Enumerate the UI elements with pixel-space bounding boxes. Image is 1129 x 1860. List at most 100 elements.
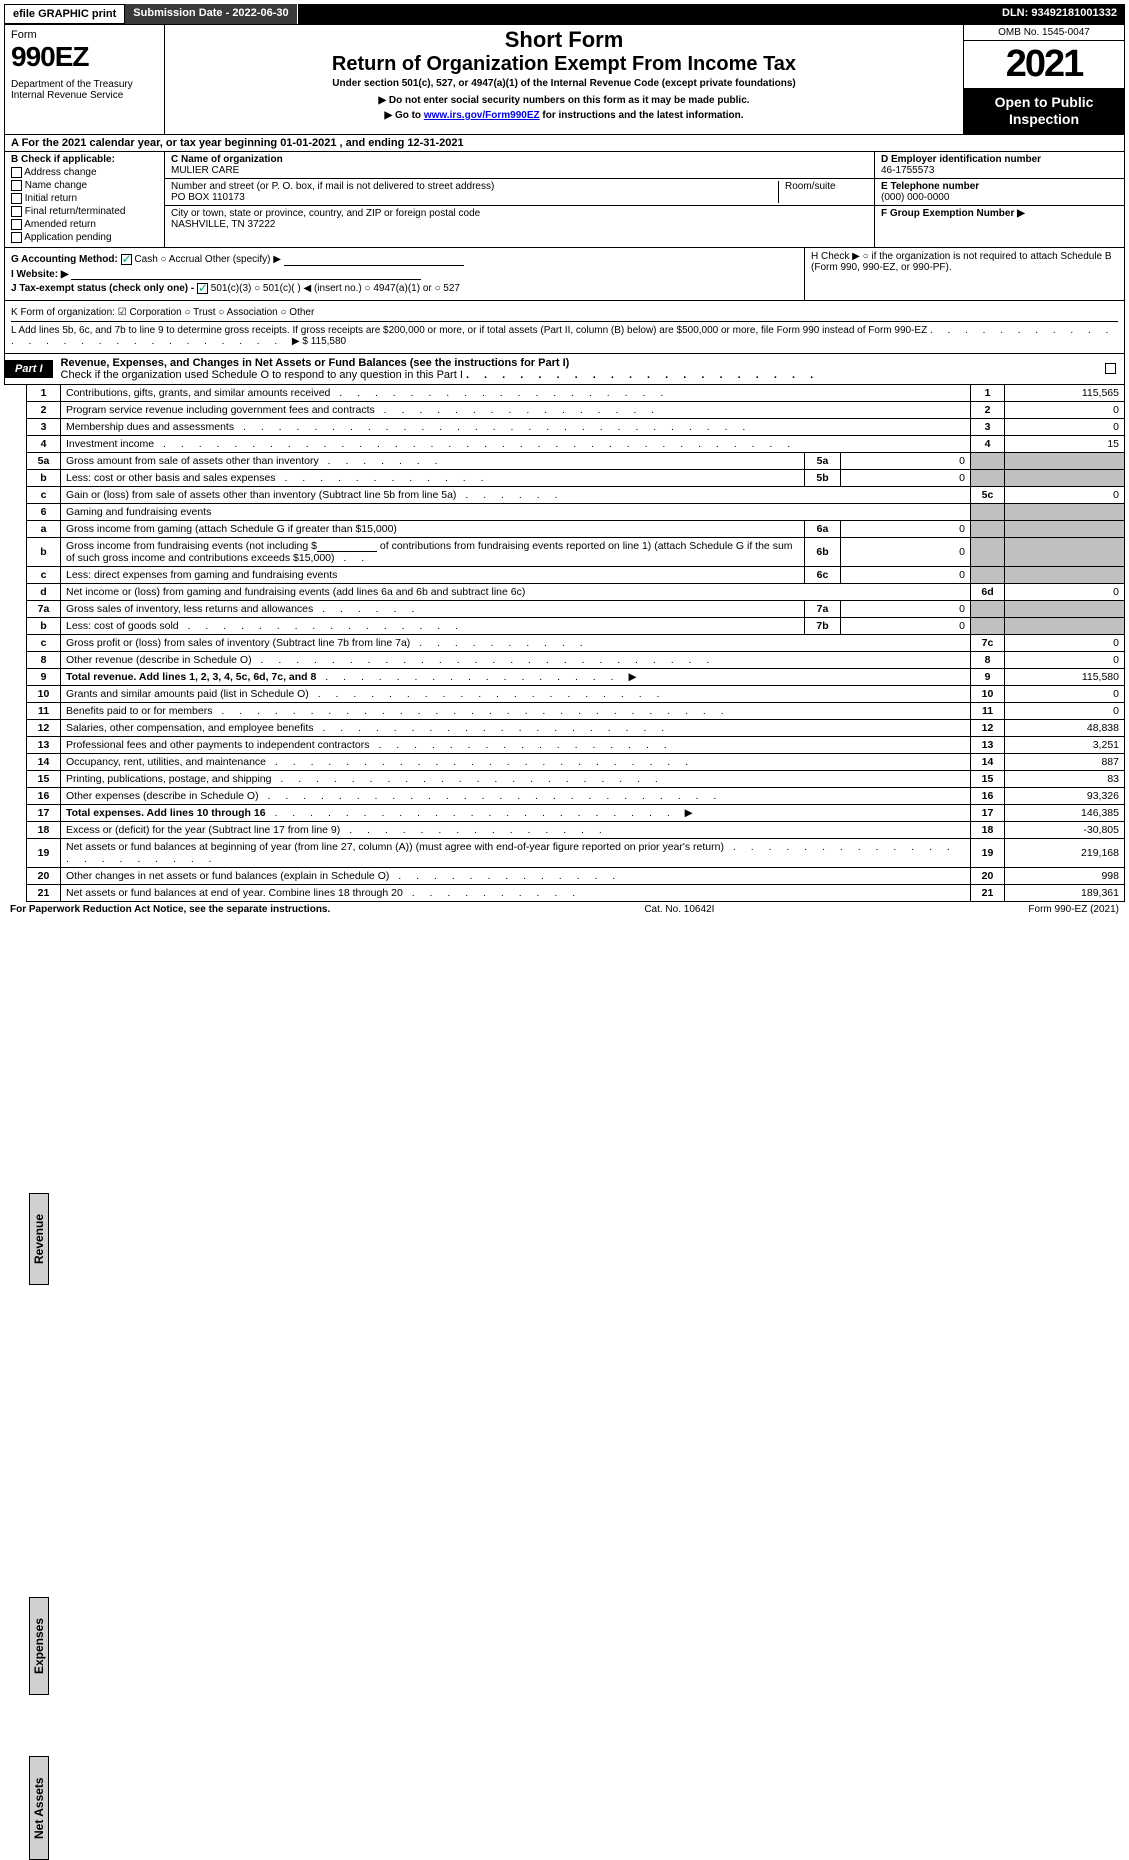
irs-link[interactable]: www.irs.gov/Form990EZ: [424, 110, 540, 121]
b-label: B Check if applicable:: [11, 154, 158, 165]
line-9: 9Total revenue. Add lines 1, 2, 3, 4, 5c…: [27, 668, 1125, 685]
line-20: 20Other changes in net assets or fund ba…: [27, 867, 1125, 884]
opt-name-change[interactable]: Name change: [11, 180, 158, 191]
net-assets-side-tab: Net Assets: [29, 1756, 49, 1860]
501c3-checkbox[interactable]: [197, 283, 208, 294]
line-g: G Accounting Method: Cash ○ Accrual Othe…: [11, 254, 798, 265]
col-c-org-info: C Name of organization MULIER CARE Numbe…: [165, 152, 874, 248]
room-suite-label: Room/suite: [785, 181, 836, 192]
i-label: I Website: ▶: [11, 269, 69, 280]
line-13: 13Professional fees and other payments t…: [27, 736, 1125, 753]
col-d-identifiers: D Employer identification number 46-1755…: [874, 152, 1124, 248]
line-a-tax-year: A For the 2021 calendar year, or tax yea…: [4, 135, 1125, 152]
l-gross-receipts: ▶ $ 115,580: [292, 336, 346, 347]
line-5c: cGain or (loss) from sale of assets othe…: [27, 486, 1125, 503]
part-i-title: Revenue, Expenses, and Changes in Net As…: [61, 357, 570, 369]
opt-initial-return-label: Initial return: [25, 193, 77, 204]
part-i-tag: Part I: [5, 360, 53, 378]
line-6c: cLess: direct expenses from gaming and f…: [27, 566, 1125, 583]
paperwork-notice: For Paperwork Reduction Act Notice, see …: [10, 904, 330, 915]
line-7a: 7aGross sales of inventory, less returns…: [27, 600, 1125, 617]
line-8: 8Other revenue (describe in Schedule O) …: [27, 651, 1125, 668]
line-14: 14Occupancy, rent, utilities, and mainte…: [27, 753, 1125, 770]
submission-date: Submission Date - 2022-06-30: [125, 4, 297, 24]
top-bar: efile GRAPHIC print Submission Date - 20…: [4, 4, 1125, 24]
schedule-o-checkbox[interactable]: [1105, 363, 1116, 374]
line-11: 11Benefits paid to or for members . . . …: [27, 702, 1125, 719]
cash-checkbox[interactable]: [121, 254, 132, 265]
line-6d: dNet income or (loss) from gaming and fu…: [27, 583, 1125, 600]
department-label: Department of the Treasury Internal Reve…: [11, 79, 158, 101]
line-6: 6Gaming and fundraising events: [27, 503, 1125, 520]
under-section-text: Under section 501(c), 527, or 4947(a)(1)…: [171, 78, 957, 89]
org-name: MULIER CARE: [171, 165, 239, 176]
catalog-number: Cat. No. 10642I: [644, 904, 714, 915]
opt-application-pending-label: Application pending: [24, 232, 111, 243]
opt-address-change[interactable]: Address change: [11, 167, 158, 178]
form-footer-label: Form 990-EZ (2021): [1028, 904, 1119, 915]
opt-final-return-label: Final return/terminated: [25, 206, 126, 217]
opt-final-return[interactable]: Final return/terminated: [11, 206, 158, 217]
line-5b: bLess: cost or other basis and sales exp…: [27, 469, 1125, 486]
section-kl: K Form of organization: ☑ Corporation ○ …: [4, 301, 1125, 354]
page-footer: For Paperwork Reduction Act Notice, see …: [4, 902, 1125, 917]
form-number: 990EZ: [11, 41, 158, 73]
goto-prefix: ▶ Go to: [384, 110, 423, 121]
street-label: Number and street (or P. O. box, if mail…: [171, 181, 494, 192]
opt-initial-return[interactable]: Initial return: [11, 193, 158, 204]
telephone-label: E Telephone number: [881, 181, 979, 192]
line-i: I Website: ▶: [11, 269, 798, 280]
part-i-header: Part I Revenue, Expenses, and Changes in…: [4, 354, 1125, 385]
short-form-title: Short Form: [171, 27, 957, 53]
line-17: 17Total expenses. Add lines 10 through 1…: [27, 804, 1125, 821]
line-7b: bLess: cost of goods sold . . . . . . . …: [27, 617, 1125, 634]
line-1: 1Contributions, gifts, grants, and simil…: [27, 385, 1125, 402]
line-6a: aGross income from gaming (attach Schedu…: [27, 520, 1125, 537]
efile-print-button[interactable]: efile GRAPHIC print: [4, 4, 125, 24]
line-21: 21Net assets or fund balances at end of …: [27, 884, 1125, 901]
line-h: H Check ▶ ○ if the organization is not r…: [804, 248, 1124, 299]
line-19: 19Net assets or fund balances at beginni…: [27, 838, 1125, 867]
tax-year: 2021: [964, 41, 1124, 88]
open-to-public: Open to Public Inspection: [964, 88, 1124, 134]
instructions-link-line: ▶ Go to www.irs.gov/Form990EZ for instru…: [171, 110, 957, 121]
col-b-checkboxes: B Check if applicable: Address change Na…: [5, 152, 165, 248]
return-title: Return of Organization Exempt From Incom…: [171, 53, 957, 76]
ein-label: D Employer identification number: [881, 154, 1041, 165]
line-18: 18Excess or (deficit) for the year (Subt…: [27, 821, 1125, 838]
line-10: 10Grants and similar amounts paid (list …: [27, 685, 1125, 702]
line-3: 3Membership dues and assessments . . . .…: [27, 418, 1125, 435]
form-label: Form: [11, 29, 158, 41]
city-value: NASHVILLE, TN 37222: [171, 219, 275, 230]
line-l: L Add lines 5b, 6c, and 7b to line 9 to …: [11, 325, 1118, 347]
g-options: Cash ○ Accrual Other (specify) ▶: [134, 255, 281, 266]
line-6b: bGross income from fundraising events (n…: [27, 537, 1125, 566]
street-value: PO BOX 110173: [171, 192, 245, 203]
goto-suffix: for instructions and the latest informat…: [542, 110, 743, 121]
l-text: L Add lines 5b, 6c, and 7b to line 9 to …: [11, 325, 927, 336]
expenses-side-tab: Expenses: [29, 1597, 49, 1695]
website-blank[interactable]: [71, 269, 421, 280]
omb-number: OMB No. 1545-0047: [964, 25, 1124, 41]
lines-table: 1Contributions, gifts, grants, and simil…: [26, 385, 1125, 902]
line-4: 4Investment income . . . . . . . . . . .…: [27, 435, 1125, 452]
j-label: J Tax-exempt status (check only one) -: [11, 283, 197, 294]
dln-label: DLN: 93492181001332: [994, 4, 1125, 24]
ssn-warning: ▶ Do not enter social security numbers o…: [171, 95, 957, 106]
line-2: 2Program service revenue including gover…: [27, 401, 1125, 418]
other-specify-blank[interactable]: [284, 255, 464, 266]
part-i-check-text: Check if the organization used Schedule …: [61, 369, 463, 381]
city-label: City or town, state or province, country…: [171, 208, 480, 219]
section-bcd: B Check if applicable: Address change Na…: [4, 152, 1125, 249]
line-16: 16Other expenses (describe in Schedule O…: [27, 787, 1125, 804]
opt-name-change-label: Name change: [25, 180, 87, 191]
form-header: Form 990EZ Department of the Treasury In…: [4, 24, 1125, 135]
line-5a: 5aGross amount from sale of assets other…: [27, 452, 1125, 469]
opt-amended-return[interactable]: Amended return: [11, 219, 158, 230]
revenue-side-tab: Revenue: [29, 1193, 49, 1285]
ein-value: 46-1755573: [881, 165, 934, 176]
opt-application-pending[interactable]: Application pending: [11, 232, 158, 243]
line-7c: cGross profit or (loss) from sales of in…: [27, 634, 1125, 651]
opt-address-change-label: Address change: [24, 167, 96, 178]
line-k: K Form of organization: ☑ Corporation ○ …: [11, 307, 1118, 322]
